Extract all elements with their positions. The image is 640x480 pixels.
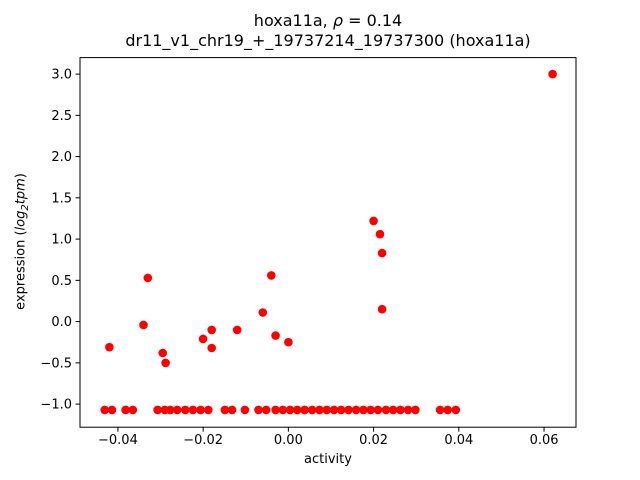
y-axis-label: expression (log2tpm) — [13, 173, 32, 310]
data-point — [267, 271, 276, 280]
y-tick-label: 3.0 — [51, 68, 72, 83]
data-point — [128, 405, 138, 415]
data-point — [278, 405, 288, 415]
data-point — [105, 342, 114, 352]
y-tick-label: 2.5 — [51, 109, 72, 124]
chart-title-line1: hoxa11a, ρ = 0.14 — [253, 11, 403, 30]
data-point — [172, 405, 182, 415]
data-point — [307, 405, 317, 415]
data-point — [293, 405, 302, 415]
x-tick-label: −0.04 — [98, 433, 138, 448]
data-point — [139, 320, 148, 330]
x-tick-label: 0.00 — [274, 433, 303, 448]
x-tick-label: −0.02 — [183, 433, 223, 448]
data-point — [261, 405, 271, 415]
data-point — [300, 405, 309, 415]
axes-frame — [79, 57, 577, 428]
x-tick-label: 0.06 — [530, 433, 559, 448]
x-tick-label: 0.04 — [444, 433, 473, 448]
data-point — [381, 405, 391, 415]
data-point — [443, 405, 453, 415]
data-point — [403, 405, 413, 415]
data-point — [388, 405, 398, 415]
rho-symbol: ρ — [332, 11, 343, 30]
data-point — [435, 405, 445, 415]
data-point — [271, 331, 280, 340]
chart-title: hoxa11a, ρ = 0.14 dr11_v1_chr19_+_197372… — [80, 11, 576, 51]
y-tick-label: 0.5 — [51, 274, 72, 289]
chart-subtitle: dr11_v1_chr19_+_19737214_19737300 (hoxa1… — [125, 31, 531, 50]
y-tick-label: 0.0 — [51, 315, 72, 330]
data-point — [121, 405, 130, 415]
data-point — [204, 405, 213, 415]
data-point — [196, 405, 205, 415]
data-point — [451, 405, 461, 415]
x-axis-label: activity — [304, 452, 352, 467]
data-point — [100, 405, 109, 415]
data-point — [207, 343, 216, 353]
data-point — [240, 405, 250, 415]
data-point — [377, 304, 387, 314]
data-point — [373, 405, 383, 415]
data-point — [271, 405, 280, 415]
x-tick-label: 0.02 — [359, 433, 388, 448]
data-point — [366, 405, 375, 415]
data-point — [359, 405, 368, 415]
data-point — [322, 405, 332, 415]
data-point — [369, 216, 378, 226]
y-tick-label: 1.5 — [51, 191, 72, 206]
data-point — [344, 405, 353, 415]
y-tick-label: −0.5 — [40, 356, 72, 371]
data-point — [329, 405, 339, 415]
data-point — [285, 405, 295, 415]
data-point — [232, 325, 242, 335]
data-point — [143, 273, 153, 283]
data-point — [411, 405, 420, 415]
y-tick-label: 2.0 — [51, 150, 72, 165]
data-point — [220, 405, 230, 415]
y-tick-label: 1.0 — [51, 233, 72, 248]
data-point — [284, 337, 293, 347]
data-point — [207, 325, 216, 335]
data-point — [153, 405, 162, 415]
data-point — [161, 358, 170, 368]
data-point — [258, 308, 268, 317]
data-point — [198, 334, 208, 344]
data-point — [254, 405, 263, 415]
data-point — [377, 248, 387, 258]
data-point — [227, 405, 237, 415]
y-tick-label: −1.0 — [40, 398, 72, 413]
data-point — [336, 405, 346, 415]
data-point — [396, 405, 405, 415]
data-point — [181, 405, 190, 415]
data-point — [158, 348, 167, 358]
data-point — [548, 69, 557, 79]
data-point — [107, 405, 117, 415]
data-point — [166, 405, 175, 415]
data-point — [315, 405, 324, 415]
data-point — [375, 229, 385, 239]
data-point — [188, 405, 198, 415]
data-point — [351, 405, 361, 415]
